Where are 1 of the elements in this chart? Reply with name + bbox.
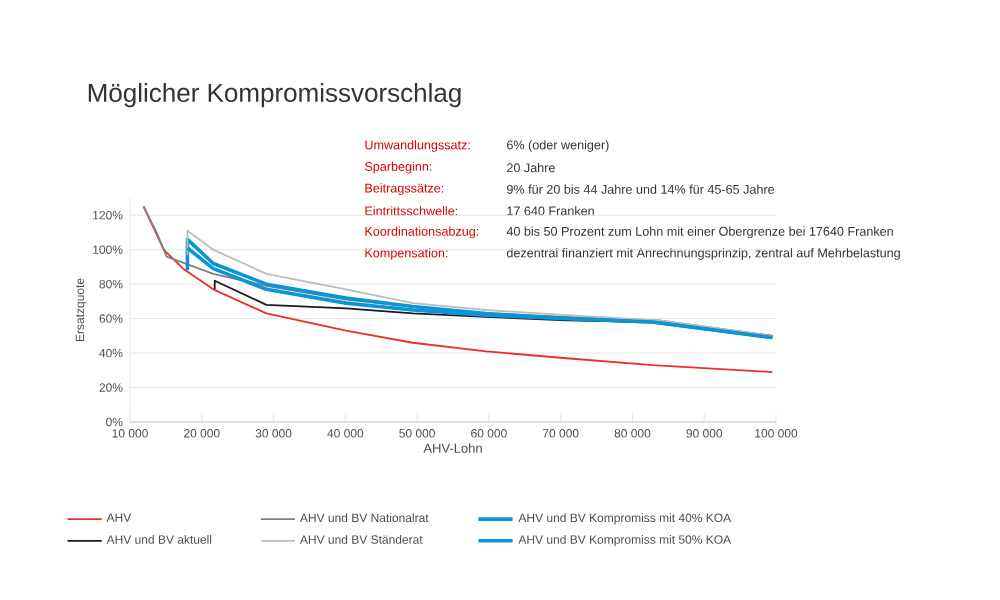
chart-title: Möglicher Kompromissvorschlag (88, 83, 461, 108)
